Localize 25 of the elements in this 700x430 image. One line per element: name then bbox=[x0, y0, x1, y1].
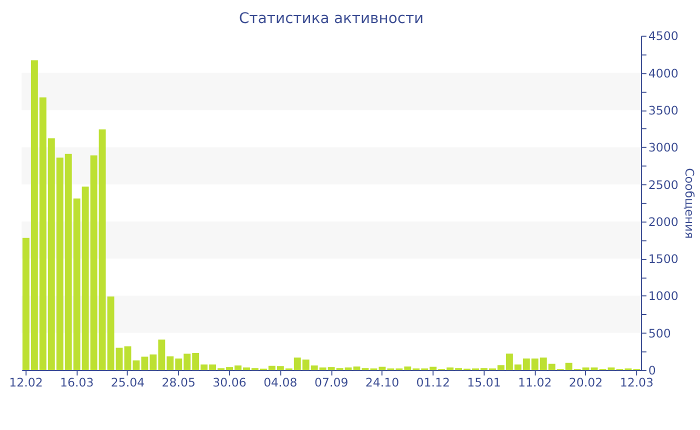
y-tick-label: 2000 bbox=[648, 214, 678, 229]
y-tick-label: 500 bbox=[648, 326, 671, 340]
x-tick-label: 15.01 bbox=[467, 375, 501, 390]
x-tick-label: 04.08 bbox=[264, 375, 298, 390]
x-tick-label: 28.05 bbox=[162, 375, 196, 390]
x-tick-label: 24.10 bbox=[365, 375, 400, 390]
x-tick-label: 12.02 bbox=[9, 375, 43, 390]
x-tick-label: 25.04 bbox=[110, 375, 145, 390]
x-tick-label: 16.03 bbox=[60, 375, 94, 390]
x-tick-label: 01.12 bbox=[416, 375, 450, 390]
y-tick-label: 1000 bbox=[648, 289, 678, 304]
x-tick-label: 12.03 bbox=[620, 375, 654, 390]
chart-title: Статистика активности bbox=[239, 10, 424, 27]
x-tick-label: 20.02 bbox=[568, 375, 603, 390]
x-tick-label: 30.06 bbox=[212, 375, 246, 390]
y-tick-label: 1500 bbox=[648, 252, 678, 266]
y-tick-label: 3000 bbox=[648, 140, 678, 155]
y-tick-label: 4000 bbox=[648, 66, 678, 80]
y-axis-title: Сообщения bbox=[682, 168, 696, 239]
y-tick-label: 0 bbox=[648, 363, 656, 378]
y-tick-label: 3500 bbox=[648, 103, 678, 118]
x-tick-label: 07.09 bbox=[314, 375, 348, 390]
y-tick-label: 4500 bbox=[648, 29, 678, 44]
x-tick-label: 11.02 bbox=[518, 375, 552, 390]
y-tick-label: 2500 bbox=[648, 178, 678, 192]
